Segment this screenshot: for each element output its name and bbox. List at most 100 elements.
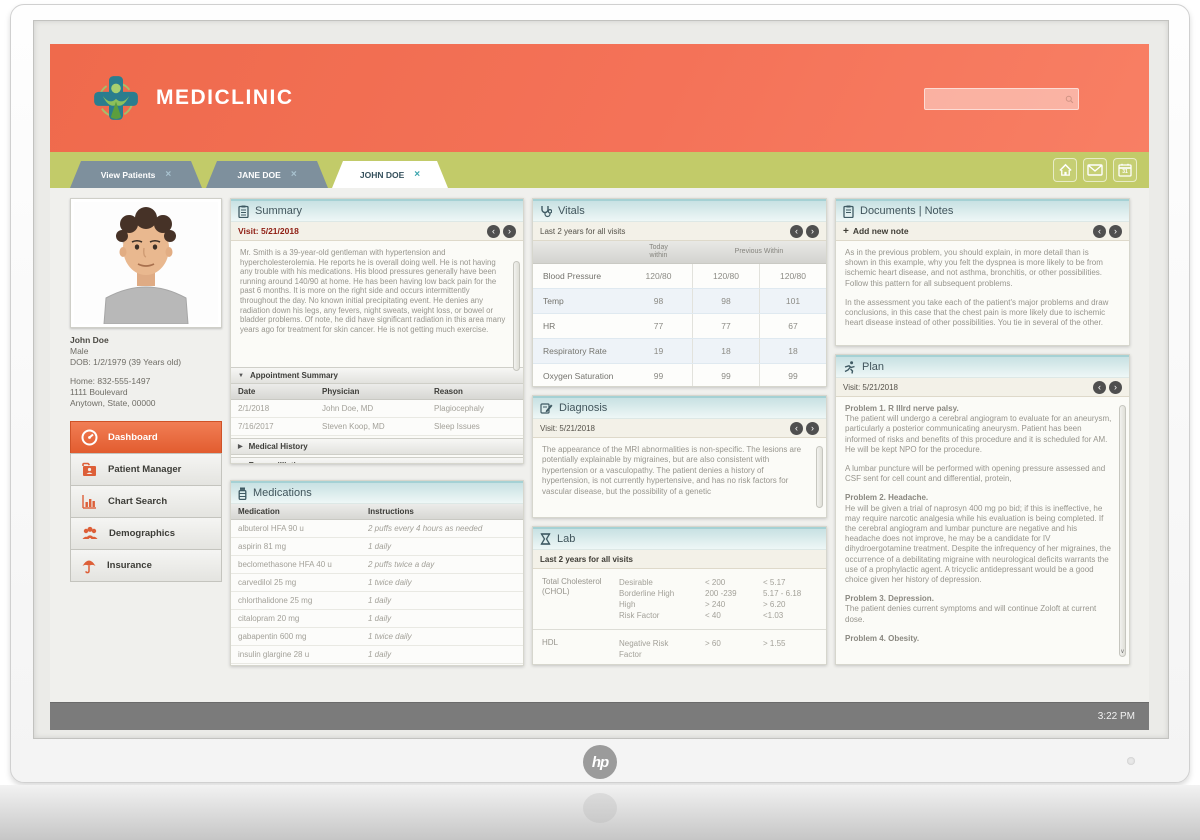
scroll-down-arrow[interactable]: ∨ — [1120, 649, 1125, 655]
summary-visit-bar: Visit: 5/21/2018 ‹ › — [231, 222, 523, 241]
table-row: Respiratory Rate 19 18 18 — [533, 339, 826, 364]
plan-block: Problem 1. R IIIrd nerve palsy. The pati… — [845, 404, 1112, 454]
patient-info: John Doe Male DOB: 1/2/1979 (39 Years ol… — [70, 335, 222, 409]
plan-panel: Plan Visit: 5/21/2018 ‹ › Problem 1. R I — [835, 354, 1130, 665]
sidebar-item-dashboard[interactable]: Dashboard — [70, 421, 222, 454]
lab-test-name: HDL — [542, 638, 559, 647]
add-note-button[interactable]: Add new note — [852, 226, 909, 236]
note-paragraph: In the assessment you take each of the p… — [845, 297, 1109, 328]
summary-panel-header: Summary — [231, 199, 523, 222]
tab-jane-doe[interactable]: JANE DOE × — [206, 161, 328, 188]
note-paragraph: As in the previous problem, you should e… — [845, 248, 1103, 288]
accordion-label: Reconcilliation — [249, 461, 306, 463]
sidebar-item-label: Dashboard — [108, 432, 158, 443]
table-row: Blood Pressure 120/80 120/80 120/80 — [533, 264, 826, 289]
scrollbar[interactable] — [816, 446, 823, 508]
mail-button[interactable] — [1083, 158, 1107, 182]
sidebar-item-demographics[interactable]: Demographics — [70, 517, 222, 550]
search-box[interactable] — [924, 88, 1079, 110]
sidebar-item-label: Demographics — [109, 528, 175, 539]
next-arrow-button[interactable]: › — [1109, 380, 1122, 394]
lab-panel: Lab Last 2 years for all visits Total Ch… — [532, 526, 827, 665]
prev-arrow-button[interactable]: ‹ — [790, 224, 803, 238]
filter-label: Last 2 years for all visits — [540, 226, 626, 236]
chevron-right-icon: ▶ — [238, 462, 243, 463]
app-window: MEDICLINIC View Patients × — [50, 44, 1149, 702]
lab-entry: Negative Risk Factor > 60 > 1.55 — [619, 639, 786, 659]
medical-history-toggle[interactable]: ▶ Medical History — [231, 438, 523, 455]
patient-address1: 1111 Boulevard — [70, 387, 128, 397]
sidebar-item-chart-search[interactable]: Chart Search — [70, 485, 222, 518]
table-row: losartan 100 mg1 daily — [231, 664, 523, 665]
chevron-down-icon: ▼ — [238, 372, 244, 379]
next-arrow-button[interactable]: › — [503, 224, 516, 238]
column-1: Summary Visit: 5/21/2018 ‹ › Mr. Smith i… — [230, 198, 524, 702]
calendar-day-label: 31 — [1122, 169, 1128, 175]
documents-notes-panel: Documents | Notes + Add new note ‹ › As … — [835, 198, 1130, 346]
vitals-panel: Vitals Last 2 years for all visits ‹ › T… — [532, 198, 827, 387]
reconciliation-toggle[interactable]: ▶ Reconcilliation — [231, 457, 523, 463]
prev-arrow-button[interactable]: ‹ — [790, 421, 803, 435]
accordion-label: Medical History — [248, 442, 308, 451]
scrollbar[interactable] — [513, 261, 520, 371]
lab-entry: High > 240 > 6.20 — [619, 600, 786, 609]
medications-panel: Medications Medication Instructions albu… — [230, 480, 524, 666]
pencil-pad-icon — [540, 403, 553, 414]
runner-icon — [844, 360, 855, 374]
hp-logo-reflection — [583, 793, 617, 823]
next-arrow-button[interactable]: › — [806, 421, 819, 435]
tab-bar: View Patients × JANE DOE × JOHN DOE × — [50, 152, 1149, 188]
table-row: citalopram 20 mg 1 daily — [231, 610, 523, 628]
prev-arrow-button[interactable]: ‹ — [1093, 380, 1106, 394]
tab-label: JOHN DOE — [359, 169, 405, 180]
home-button[interactable] — [1053, 158, 1077, 182]
close-icon[interactable]: × — [290, 169, 297, 180]
lab-entry: Desirable < 200 < 5.17 — [619, 578, 786, 587]
search-input[interactable] — [925, 93, 1065, 105]
tab-john-doe[interactable]: JOHN DOE × — [332, 161, 448, 188]
prev-arrow-button[interactable]: ‹ — [487, 224, 500, 238]
summary-panel: Summary Visit: 5/21/2018 ‹ › Mr. Smith i… — [230, 198, 524, 464]
calendar-button[interactable]: 31 — [1113, 158, 1137, 182]
patient-sex: Male — [70, 346, 89, 356]
next-arrow-button[interactable]: › — [806, 224, 819, 238]
next-arrow-button[interactable]: › — [1109, 224, 1122, 238]
plan-block: Problem 4. Obesity. — [845, 633, 920, 643]
visit-label: Visit: 5/21/2018 — [843, 382, 899, 392]
lab-section: HDL Negative Risk Factor > 60 > 1.55 — [533, 630, 826, 664]
screen: MEDICLINIC View Patients × — [33, 20, 1169, 739]
diagnosis-panel: Diagnosis Visit: 5/21/2018 ‹ › The appea… — [532, 395, 827, 518]
accordion-label: Appointment Summary — [249, 371, 338, 380]
scrollbar[interactable]: ∨ — [1119, 405, 1126, 657]
column-header: Reason — [434, 387, 463, 396]
sidebar-item-label: Chart Search — [108, 496, 168, 507]
table-row: carvedilol 25 mg 1 twice daily — [231, 574, 523, 592]
panel-title: Documents | Notes — [860, 205, 954, 217]
vitals-header-row: Today within Previous Within — [533, 241, 826, 264]
diagnosis-panel-header: Diagnosis — [533, 396, 826, 419]
close-icon[interactable]: × — [165, 169, 172, 180]
gauge-icon — [81, 429, 98, 446]
tab-label: JANE DOE — [237, 169, 281, 180]
panel-title: Summary — [255, 205, 303, 217]
prev-arrow-button[interactable]: ‹ — [1093, 224, 1106, 238]
search-icon — [1065, 95, 1074, 103]
panel-title: Diagnosis — [559, 402, 608, 414]
table-row: 2/1/2018 John Doe, MD Plagiocephaly — [231, 400, 523, 418]
taskbar: 3:22 PM — [50, 702, 1149, 730]
summary-text: Mr. Smith is a 39-year-old gentleman wit… — [240, 248, 506, 334]
tab-view-patients[interactable]: View Patients × — [70, 161, 202, 188]
lab-entry: Borderline High 200 -239 5.17 - 6.18 — [619, 589, 802, 598]
visit-label: Visit: 5/21/2018 — [540, 423, 596, 433]
table-row: Oxygen Saturation 99 99 99 — [533, 364, 826, 386]
close-icon[interactable]: × — [414, 169, 421, 180]
appointment-summary-toggle[interactable]: ▼ Appointment Summary — [231, 367, 523, 384]
patient-phone: Home: 832-555-1497 — [70, 376, 151, 386]
hp-logo: hp — [583, 745, 617, 779]
patient-portrait-illustration — [74, 202, 218, 324]
sidebar-item-insurance[interactable]: Insurance — [70, 549, 222, 582]
lab-test-name: Total Cholesterol (CHOL) — [542, 577, 602, 596]
column-header: Physician — [322, 387, 360, 396]
sidebar-item-patient-manager[interactable]: Patient Manager — [70, 453, 222, 486]
panel-title: Medications — [253, 487, 312, 499]
